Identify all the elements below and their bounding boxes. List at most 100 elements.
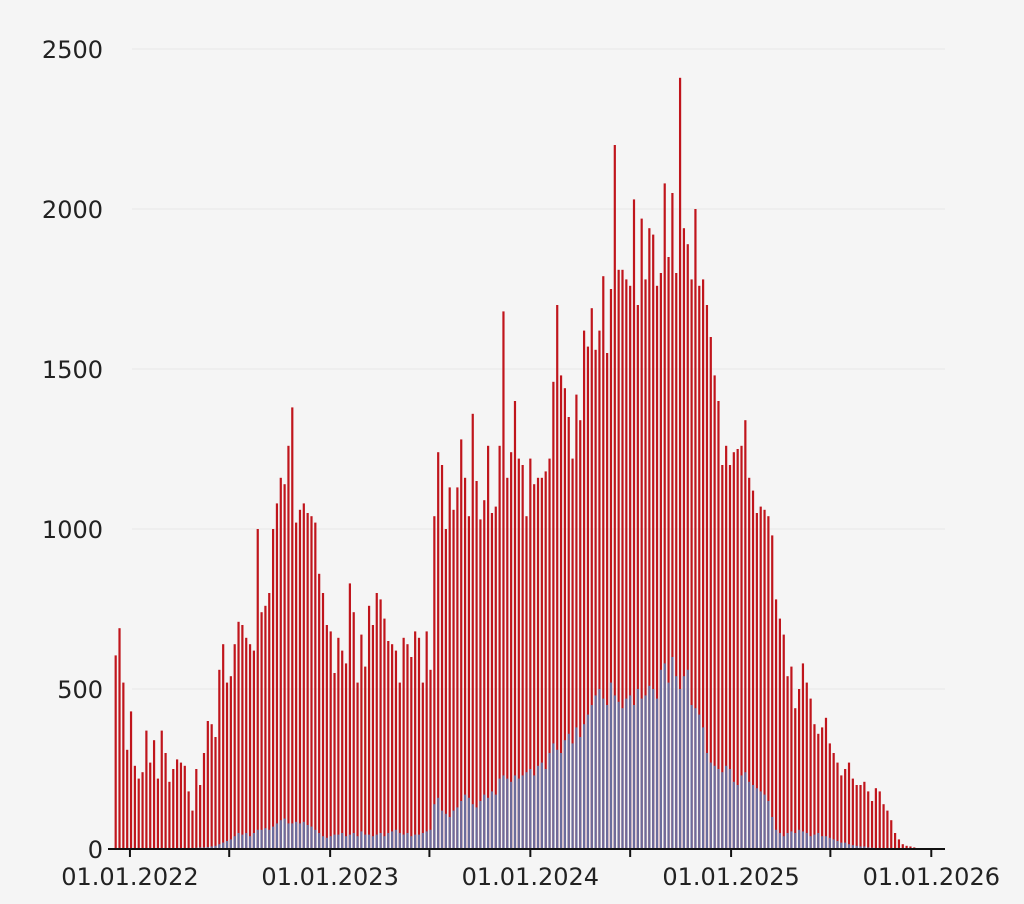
bar-series1-71 (387, 833, 390, 849)
bar-series0-156 (713, 375, 716, 849)
bar-series0-12 (160, 730, 163, 849)
bar-series1-173 (778, 833, 781, 849)
bar-series0-71 (387, 641, 390, 849)
bar-series1-72 (391, 831, 394, 849)
y-tick-label-0: 0 (88, 836, 103, 864)
bar-series0-174 (782, 634, 785, 849)
bar-series1-117 (563, 740, 566, 849)
bar-series1-180 (805, 833, 808, 849)
y-tick-label-2500: 2500 (42, 36, 103, 64)
bar-series0-82 (429, 669, 432, 849)
bar-series0-101 (502, 311, 505, 849)
bar-series0-167 (755, 513, 758, 849)
bar-series1-114 (552, 743, 555, 849)
bar-series0-197 (870, 801, 874, 849)
bar-series1-116 (559, 753, 563, 849)
bar-series1-154 (705, 753, 709, 849)
bar-series0-86 (444, 529, 447, 849)
bar-series1-78 (414, 834, 417, 849)
bar-series0-70 (383, 618, 386, 849)
bar-series0-164 (744, 420, 747, 849)
bar-series1-63 (356, 836, 359, 849)
bar-series0-118 (567, 417, 570, 849)
bar-series1-88 (452, 810, 455, 849)
bar-series0-104 (513, 401, 517, 849)
bar-series0-52 (314, 522, 317, 849)
bar-series0-40 (268, 593, 271, 849)
bar-series1-192 (851, 845, 854, 849)
bar-series0-19 (187, 791, 190, 849)
bar-series1-103 (510, 781, 513, 849)
bar-series1-189 (840, 842, 843, 849)
bar-series0-140 (652, 234, 655, 850)
bar-series0-92 (467, 516, 471, 849)
bar-series0-154 (705, 305, 709, 849)
bar-series0-191 (847, 762, 851, 849)
x-tick-label-8: 01.01.2026 (863, 863, 1000, 891)
bar-series1-67 (371, 836, 375, 849)
bar-series1-138 (644, 695, 647, 849)
bar-series0-4 (129, 711, 133, 849)
bar-series1-96 (483, 794, 486, 849)
bar-series0-28 (222, 644, 225, 849)
bar-series0-25 (210, 724, 213, 849)
bar-series1-167 (755, 788, 758, 849)
bar-series1-95 (479, 801, 482, 849)
bar-series1-28 (222, 842, 225, 849)
bar-series0-200 (882, 804, 885, 849)
bar-series0-99 (494, 506, 497, 849)
bar-series0-107 (525, 516, 528, 849)
bar-series0-123 (586, 346, 590, 849)
bar-series0-112 (544, 471, 547, 849)
bar-series1-40 (268, 829, 271, 849)
series-purple-bars (114, 657, 912, 849)
bar-series1-120 (575, 727, 578, 849)
bar-series1-113 (548, 753, 551, 849)
bar-series1-77 (410, 836, 413, 849)
bar-series1-133 (625, 698, 628, 849)
bar-series0-64 (360, 634, 363, 849)
bar-series1-75 (402, 834, 405, 849)
bar-series0-3 (126, 749, 129, 849)
bar-series0-0 (114, 655, 117, 849)
bar-series0-22 (199, 785, 202, 849)
bar-series1-69 (379, 833, 382, 849)
bar-series0-153 (702, 279, 705, 849)
axes (108, 848, 945, 857)
bar-series0-74 (398, 682, 401, 849)
bar-series1-83 (433, 804, 436, 849)
bar-series1-74 (398, 833, 401, 849)
bar-series1-130 (613, 695, 616, 849)
bar-series0-162 (736, 449, 739, 849)
bar-series0-102 (506, 477, 509, 849)
bar-series0-119 (571, 458, 574, 849)
bar-series1-145 (671, 657, 674, 849)
bar-series1-125 (594, 695, 597, 849)
bar-series0-139 (648, 228, 651, 849)
bar-series0-141 (655, 285, 659, 849)
bar-series1-191 (847, 844, 851, 849)
bar-series1-174 (782, 836, 785, 849)
bar-series0-131 (617, 269, 620, 849)
bar-series0-190 (844, 769, 847, 849)
bar-series0-73 (394, 650, 398, 849)
bar-series1-105 (517, 778, 520, 849)
bar-series1-123 (586, 714, 590, 849)
bar-series0-204 (897, 839, 901, 849)
bar-series0-106 (521, 465, 524, 849)
bar-series1-82 (429, 829, 432, 849)
bar-series0-147 (678, 77, 682, 850)
bar-series1-110 (536, 765, 540, 849)
bar-series0-125 (594, 349, 597, 849)
bar-series0-96 (483, 500, 486, 849)
bar-series0-180 (805, 682, 808, 849)
bar-series0-75 (402, 637, 405, 849)
bar-series0-76 (406, 644, 409, 849)
bar-series1-48 (298, 823, 302, 849)
bar-series1-29 (225, 841, 229, 849)
bar-series0-111 (540, 477, 543, 849)
bar-series1-93 (471, 804, 474, 849)
bar-series1-98 (490, 791, 494, 849)
bar-series0-34 (245, 637, 248, 849)
bar-series1-156 (713, 765, 716, 849)
